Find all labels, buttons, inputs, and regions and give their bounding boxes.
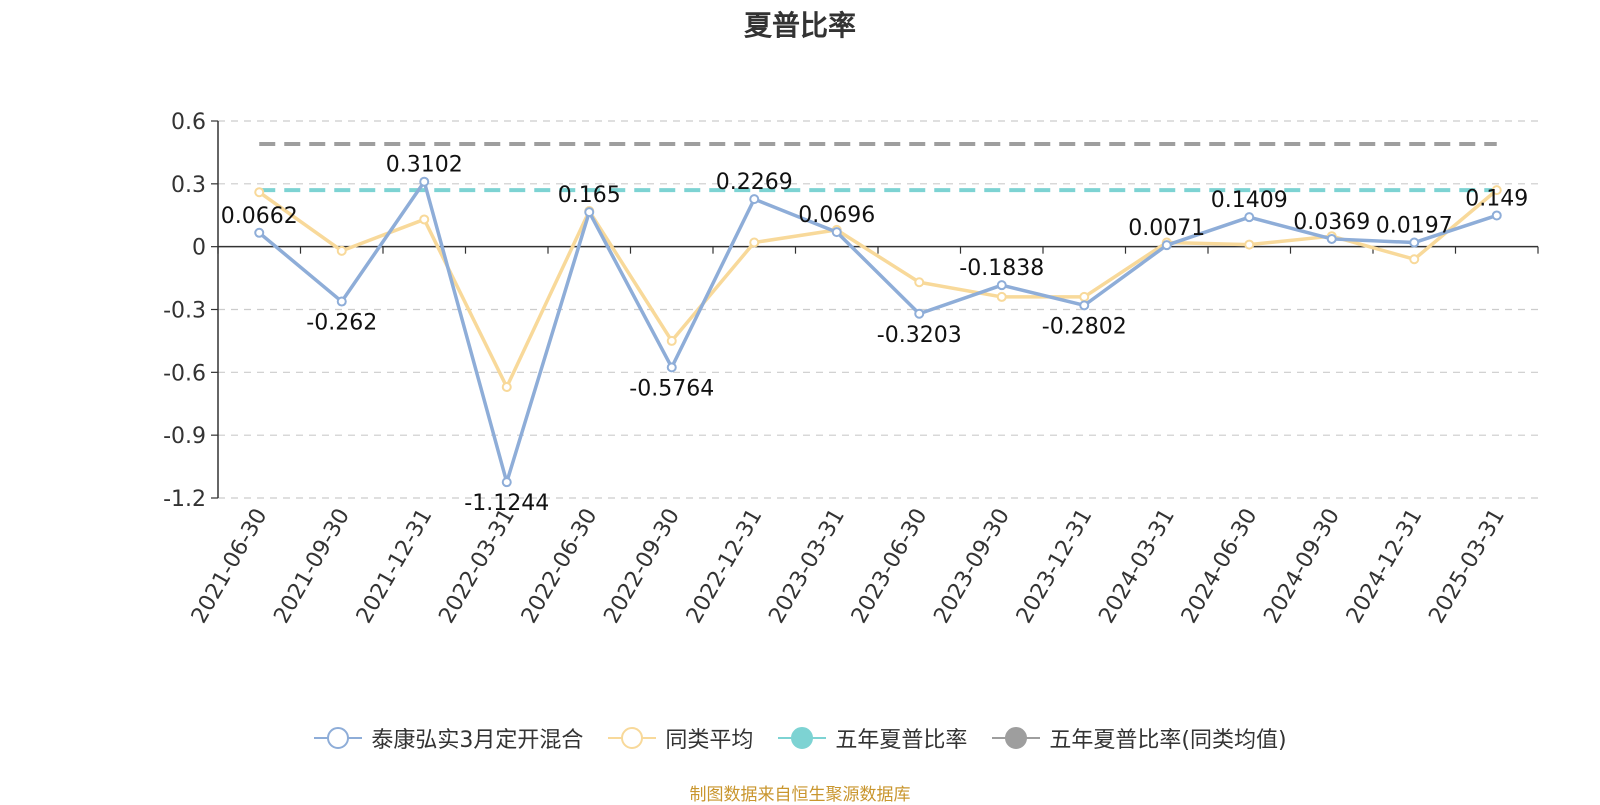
data-label: 0.0369 <box>1293 210 1370 235</box>
legend-marker-icon <box>608 727 657 749</box>
legend-label: 泰康弘实3月定开混合 <box>371 728 584 753</box>
y-tick-label: -0.9 <box>163 424 206 449</box>
data-label: 0.165 <box>558 183 621 208</box>
data-label: -0.5764 <box>629 376 714 401</box>
data-label: 0.0662 <box>221 204 298 229</box>
fund-point <box>749 194 760 205</box>
x-tick-label: 2022-09-30 <box>599 505 685 628</box>
axes: 0.6 0.3 0 -0.3 -0.6 -0.9 -1.22021-06-302021-09… <box>163 110 1539 628</box>
legend-item[interactable]: 五年夏普比率 <box>777 722 967 754</box>
chart-title: 夏普比率 <box>743 9 856 42</box>
data-label: 0.1409 <box>1211 188 1288 213</box>
fund-point <box>336 296 347 307</box>
data-label: 0.0071 <box>1128 216 1205 241</box>
peer-point <box>254 187 265 198</box>
peer-point <box>1409 254 1420 265</box>
y-tick-label: 0 <box>192 236 206 261</box>
legend: 泰康弘实3月定开混合 同类平均 五年夏普比率 五年夏普比率(同类均值) <box>0 722 1600 754</box>
peer-point <box>1079 291 1090 302</box>
data-label: 0.2269 <box>716 170 793 195</box>
fund-point <box>1326 233 1337 244</box>
reference-lines <box>259 142 1497 193</box>
x-tick-label: 2022-03-31 <box>434 505 520 628</box>
data-label: 0.0197 <box>1376 214 1453 239</box>
legend-label: 五年夏普比率 <box>835 728 968 753</box>
fund-point <box>996 280 1007 291</box>
data-label: -1.1244 <box>464 491 549 516</box>
fund-point <box>1079 300 1090 311</box>
data-label: -0.1838 <box>959 256 1044 281</box>
x-tick-label: 2021-06-30 <box>187 505 273 628</box>
x-tick-label: 2025-03-31 <box>1424 505 1510 628</box>
peer-point <box>501 381 512 392</box>
fund-point <box>584 207 595 218</box>
fund-point <box>419 176 430 187</box>
y-tick-label: 0.3 <box>171 173 206 198</box>
peer-average-line <box>258 188 1498 389</box>
fund-point <box>1244 212 1255 223</box>
source-note: 制图数据来自恒生聚源数据库 <box>689 785 911 805</box>
fund-line <box>258 179 1498 484</box>
fund-point <box>254 227 265 238</box>
y-tick-label: -0.6 <box>163 361 206 386</box>
data-label: -0.2802 <box>1042 314 1127 339</box>
data-labels: 0.0662 -0.262 0.3102 -1.1244 0.165 -0.5764 0.2… <box>221 153 1528 516</box>
x-tick-label: 2024-03-31 <box>1094 505 1180 628</box>
peer-point <box>996 291 1007 302</box>
peer-point <box>666 335 677 346</box>
data-label: 0.3102 <box>386 153 463 178</box>
fund-point <box>1161 240 1172 251</box>
series-lines <box>254 176 1502 488</box>
data-label: 0.0696 <box>798 203 875 228</box>
y-tick-label: 0.6 <box>171 110 206 135</box>
x-tick-label: 2022-06-30 <box>517 505 603 628</box>
peer-point <box>336 245 347 256</box>
fund-point <box>1491 210 1502 221</box>
x-tick-label: 2023-06-30 <box>847 505 933 628</box>
fund-point <box>1409 237 1420 248</box>
data-label: 0.149 <box>1465 186 1528 211</box>
data-label: -0.3203 <box>877 323 962 348</box>
fund-point <box>501 477 512 488</box>
peer-point <box>749 237 760 248</box>
fund-point <box>666 362 677 373</box>
legend-marker-icon <box>314 727 363 749</box>
peer-point <box>1244 239 1255 250</box>
y-tick-label: -0.3 <box>163 299 206 324</box>
peer-point <box>1491 185 1502 196</box>
legend-marker-icon <box>992 727 1041 749</box>
x-tick-label: 2022-12-31 <box>682 505 768 628</box>
peer-point <box>419 214 430 225</box>
fund-point <box>831 227 842 238</box>
y-tick-label: -1.2 <box>163 487 206 512</box>
x-tick-label: 2023-09-30 <box>929 505 1015 628</box>
x-tick-label: 2023-12-31 <box>1012 505 1098 628</box>
legend-item[interactable]: 同类平均 <box>607 722 753 754</box>
legend-label: 五年夏普比率(同类均值) <box>1049 728 1287 753</box>
legend-label: 同类平均 <box>665 728 754 753</box>
legend-item[interactable]: 泰康弘实3月定开混合 <box>313 722 583 754</box>
fund-point <box>914 308 925 319</box>
x-tick-label: 2021-09-30 <box>269 505 355 628</box>
x-tick-label: 2024-09-30 <box>1259 505 1345 628</box>
legend-marker-icon <box>778 727 827 749</box>
data-label: -0.262 <box>306 311 377 336</box>
x-tick-label: 2024-06-30 <box>1177 505 1263 628</box>
peer-point <box>914 277 925 288</box>
legend-item[interactable]: 五年夏普比率(同类均值) <box>991 722 1287 754</box>
x-tick-label: 2024-12-31 <box>1342 505 1428 628</box>
x-tick-label: 2021-12-31 <box>352 505 438 628</box>
x-tick-label: 2023-03-31 <box>764 505 850 628</box>
